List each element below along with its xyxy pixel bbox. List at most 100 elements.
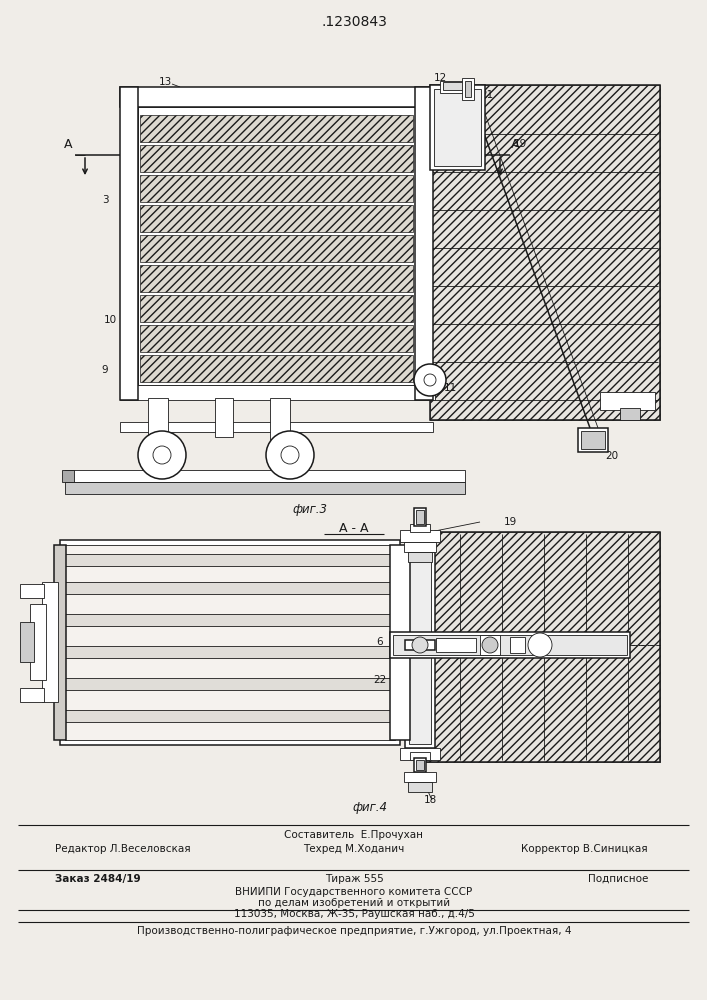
Bar	[60, 540, 400, 745]
Text: .1230843: .1230843	[321, 15, 387, 29]
Bar	[120, 87, 435, 107]
Text: 20: 20	[605, 451, 619, 461]
Bar	[409, 556, 431, 744]
Bar	[420, 532, 660, 762]
Bar	[54, 545, 66, 740]
Bar	[405, 640, 435, 650]
Text: A: A	[510, 137, 519, 150]
Text: 113035, Москва, Ж-35, Раушская наб., д.4/5: 113035, Москва, Ж-35, Раушская наб., д.4…	[233, 909, 474, 919]
Text: 21: 21	[480, 90, 493, 100]
Text: 12: 12	[433, 73, 447, 83]
Bar	[140, 175, 413, 202]
Bar	[408, 552, 432, 562]
Bar	[140, 325, 413, 352]
Bar	[410, 524, 430, 532]
Bar	[120, 87, 138, 400]
Bar	[65, 614, 395, 626]
Bar	[416, 510, 424, 524]
Bar	[65, 545, 395, 740]
Text: 19: 19	[503, 517, 517, 527]
Bar	[120, 422, 433, 432]
Text: 14: 14	[455, 83, 469, 93]
Bar	[65, 470, 465, 482]
Circle shape	[153, 446, 171, 464]
Bar	[140, 115, 413, 142]
Bar	[20, 688, 44, 702]
Bar	[600, 392, 655, 410]
Text: 11: 11	[443, 383, 457, 393]
Circle shape	[424, 374, 436, 386]
Bar	[140, 205, 413, 232]
Bar	[65, 482, 465, 494]
Bar	[65, 678, 395, 690]
Bar	[480, 635, 500, 655]
Bar	[215, 398, 233, 437]
Bar	[462, 78, 474, 100]
Text: 6: 6	[377, 637, 383, 647]
Bar	[65, 646, 395, 658]
Circle shape	[138, 431, 186, 479]
Bar	[42, 582, 58, 702]
Bar	[20, 622, 34, 662]
Bar	[390, 632, 630, 658]
Text: 22: 22	[373, 675, 387, 685]
Bar	[404, 542, 436, 552]
Text: 18: 18	[423, 795, 437, 805]
Bar	[430, 85, 660, 420]
Bar	[443, 82, 467, 90]
Bar	[65, 710, 395, 722]
Text: Подписное: Подписное	[588, 874, 648, 884]
Bar	[270, 398, 290, 440]
Bar	[420, 532, 660, 762]
Text: 19: 19	[513, 139, 527, 149]
Bar	[414, 758, 426, 772]
Text: фиг.3: фиг.3	[293, 504, 327, 516]
Text: Тираж 555: Тираж 555	[325, 874, 383, 884]
Text: Техред М.Ходанич: Техред М.Ходанич	[303, 844, 404, 854]
Bar	[415, 87, 433, 400]
Bar	[436, 638, 476, 652]
Text: ВНИИПИ Государственного комитета СССР: ВНИИПИ Государственного комитета СССР	[235, 887, 472, 897]
Bar	[400, 748, 440, 760]
Bar	[434, 89, 481, 166]
Bar	[408, 782, 432, 792]
Bar	[140, 235, 413, 262]
Circle shape	[528, 633, 552, 657]
Bar	[30, 604, 46, 680]
Text: Редактор Л.Веселовская: Редактор Л.Веселовская	[55, 844, 191, 854]
Text: А - А: А - А	[339, 522, 369, 534]
Bar	[148, 398, 168, 440]
Text: Производственно-полиграфическое предприятие, г.Ужгород, ул.Проектная, 4: Производственно-полиграфическое предприя…	[136, 926, 571, 936]
Bar	[120, 385, 435, 400]
Text: 9: 9	[102, 365, 108, 375]
Bar	[140, 265, 413, 292]
Bar	[404, 772, 436, 782]
Bar	[414, 508, 426, 526]
Text: по делам изобретений и открытий: по делам изобретений и открытий	[258, 898, 450, 908]
Bar	[410, 752, 430, 760]
Text: Составитель  Е.Прочухан: Составитель Е.Прочухан	[284, 830, 423, 840]
Bar	[140, 295, 413, 322]
Bar	[440, 81, 470, 93]
Bar	[65, 582, 395, 594]
Bar	[62, 470, 74, 482]
Bar	[430, 85, 485, 170]
Bar	[416, 760, 424, 770]
Circle shape	[412, 637, 428, 653]
Bar	[510, 637, 525, 653]
Bar	[393, 635, 627, 655]
Text: 15: 15	[218, 483, 232, 493]
Circle shape	[482, 637, 498, 653]
Bar	[430, 85, 660, 420]
Text: 13: 13	[158, 77, 172, 87]
Bar	[138, 107, 415, 385]
Bar	[140, 145, 413, 172]
Bar	[400, 530, 440, 542]
Text: 7: 7	[69, 483, 76, 493]
Circle shape	[281, 446, 299, 464]
Circle shape	[414, 364, 446, 396]
Bar	[578, 428, 608, 452]
Bar	[390, 545, 410, 740]
Circle shape	[266, 431, 314, 479]
Bar	[20, 584, 44, 598]
